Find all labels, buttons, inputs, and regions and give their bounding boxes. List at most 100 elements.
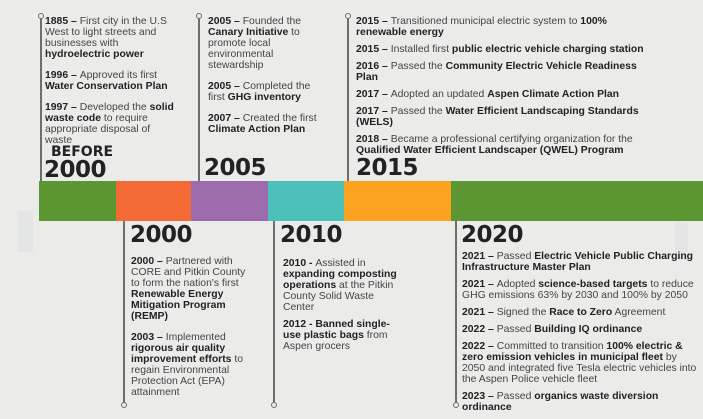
milestone-highlight: Building IQ ordinance: [534, 324, 643, 335]
milestone-text: Adopted an updated: [390, 89, 488, 100]
milestone-item: 2017 – Adopted an updated Aspen Climate …: [356, 89, 656, 100]
milestone-separator: –: [379, 106, 391, 117]
milestone-item: 2005 – Completed the first GHG inventory: [208, 81, 326, 103]
milestone-separator: -: [306, 319, 316, 330]
milestone-separator: –: [231, 16, 243, 27]
milestone-item: 1997 – Developed the solid waste code to…: [45, 102, 175, 146]
milestone-separator: –: [379, 134, 391, 145]
milestone-year: 2005: [208, 16, 232, 27]
milestone-highlight: 100% renewable energy: [356, 16, 607, 38]
milestone-text: Approved its first: [79, 70, 158, 81]
bar-segment-before-2000: [39, 181, 116, 221]
connector-2010: [273, 220, 275, 404]
milestone-year: 2023: [462, 391, 486, 402]
milestone-item: 2015 – Installed first public electric v…: [356, 44, 656, 55]
milestone-text: Founded the: [242, 16, 302, 27]
era-2020-label: 2020: [461, 222, 524, 248]
milestone-text: Signed the: [496, 307, 550, 318]
milestone-text: Passed: [496, 391, 535, 402]
milestone-item: 2005 – Founded the Canary Initiative to …: [208, 16, 326, 71]
milestone-separator: –: [231, 113, 243, 124]
milestone-item: 2022 – Passed Building IQ ordinance: [462, 324, 700, 335]
milestone-year: 1996: [45, 70, 69, 81]
era-2000-label: 2000: [130, 222, 193, 248]
bar-segment-2005: [191, 181, 268, 221]
milestone-separator: –: [485, 391, 497, 402]
milestone-year: 1885: [45, 16, 69, 27]
milestone-separator: –: [68, 16, 80, 27]
decorative-panel-right: [675, 222, 688, 260]
milestone-text: First city in the U.S West to light stre…: [45, 16, 167, 49]
milestones-2020: 2021 – Passed Electric Vehicle Public Ch…: [462, 251, 700, 419]
milestone-year: 2015: [356, 16, 380, 27]
milestone-item: 1996 – Approved its first Water Conserva…: [45, 70, 175, 92]
milestone-item: 2022 – Committed to transition 100% elec…: [462, 341, 700, 385]
milestone-highlight: science-based targets: [538, 279, 648, 290]
milestone-separator: –: [485, 324, 497, 335]
milestone-text: Passed the: [390, 61, 446, 72]
milestone-item: 2000 – Partnered with CORE and Pitkin Co…: [131, 256, 247, 322]
milestone-year: 2015: [356, 44, 380, 55]
milestone-text: Developed the: [79, 102, 150, 113]
milestone-separator: –: [485, 341, 497, 352]
milestone-highlight: expanding composting operations: [283, 269, 397, 291]
milestones-2000: 2000 – Partnered with CORE and Pitkin Co…: [131, 256, 247, 408]
milestone-separator: –: [154, 332, 166, 343]
connector-before2000: [40, 17, 42, 182]
milestone-highlight: GHG inventory: [227, 92, 301, 103]
connector-2005: [198, 17, 200, 182]
milestone-year: 2017: [356, 106, 380, 117]
milestone-text: Partnered with CORE and Pitkin County to…: [131, 256, 246, 289]
milestone-item: 2016 – Passed the Community Electric Veh…: [356, 61, 656, 83]
milestone-text: Completed the first: [208, 81, 311, 103]
milestone-text: Passed the: [390, 106, 446, 117]
milestone-text: Adopted: [496, 279, 539, 290]
milestone-year: 2005: [208, 81, 232, 92]
milestone-year: 2012: [283, 319, 307, 330]
milestone-highlight: solid waste code: [45, 102, 174, 124]
milestone-separator: -: [306, 258, 316, 269]
era-before2000-prefix: BEFORE: [51, 144, 114, 160]
milestone-text: by 2050 and integrated five Tesla electr…: [462, 352, 697, 385]
milestone-item: 2003 – Implemented rigorous air quality …: [131, 332, 247, 398]
milestone-text: Implemented: [165, 332, 226, 343]
milestone-item: 2021 – Signed the Race to Zero Agreement: [462, 307, 700, 318]
milestone-separator: –: [379, 89, 391, 100]
milestone-text: Passed: [496, 324, 535, 335]
milestone-highlight: organics waste diversion ordinance: [462, 391, 659, 413]
milestone-text: Transitioned municipal electric system t…: [390, 16, 581, 27]
milestone-separator: –: [485, 251, 497, 262]
milestone-year: 2016: [356, 61, 380, 72]
milestone-separator: –: [485, 279, 497, 290]
milestone-highlight: Aspen Climate Action Plan: [487, 89, 620, 100]
era-before2000-label: 2000: [44, 157, 107, 183]
milestone-item: 2017 – Passed the Water Efficient Landsc…: [356, 106, 656, 128]
milestone-text: to reduce GHG emissions 63% by 2030 and …: [462, 279, 694, 301]
milestone-text: Passed: [496, 251, 535, 262]
milestone-year: 2003: [131, 332, 155, 343]
milestone-separator: –: [68, 102, 80, 113]
bar-segment-2020: [451, 181, 703, 221]
decorative-panel-left: [18, 211, 33, 252]
milestone-highlight: Community Electric Vehicle Readiness Pla…: [356, 61, 637, 83]
milestone-highlight: Canary Initiative: [208, 27, 289, 38]
milestones-2015: 2015 – Transitioned municipal electric s…: [356, 16, 656, 162]
milestone-text: to regain Environmental Protection Act (…: [131, 354, 244, 398]
milestone-highlight: rigorous air quality improvement efforts: [131, 343, 232, 365]
milestone-highlight: Renewable Energy Mitigation Program (REM…: [131, 289, 226, 322]
milestone-item: 2007 – Created the first Climate Action …: [208, 113, 326, 135]
milestone-item: 2015 – Transitioned municipal electric s…: [356, 16, 656, 38]
milestone-text: from Aspen grocers: [283, 330, 388, 352]
milestone-highlight: Banned single-use plastic bags: [283, 319, 390, 341]
connector-dot-2005: [196, 13, 202, 19]
milestone-item: 2021 – Adopted science-based targets to …: [462, 279, 700, 301]
milestone-highlight: public electric vehicle charging station: [451, 44, 644, 55]
connector-dot-2010: [271, 402, 277, 408]
milestone-year: 2010: [283, 258, 307, 269]
milestones-before2000: 1885 – First city in the U.S West to lig…: [45, 16, 175, 156]
milestone-separator: –: [379, 61, 391, 72]
milestone-item: 2010 - Assisted in expanding composting …: [283, 258, 403, 313]
milestone-year: 1997: [45, 102, 69, 113]
connector-2020: [455, 220, 457, 404]
milestone-separator: –: [379, 16, 391, 27]
